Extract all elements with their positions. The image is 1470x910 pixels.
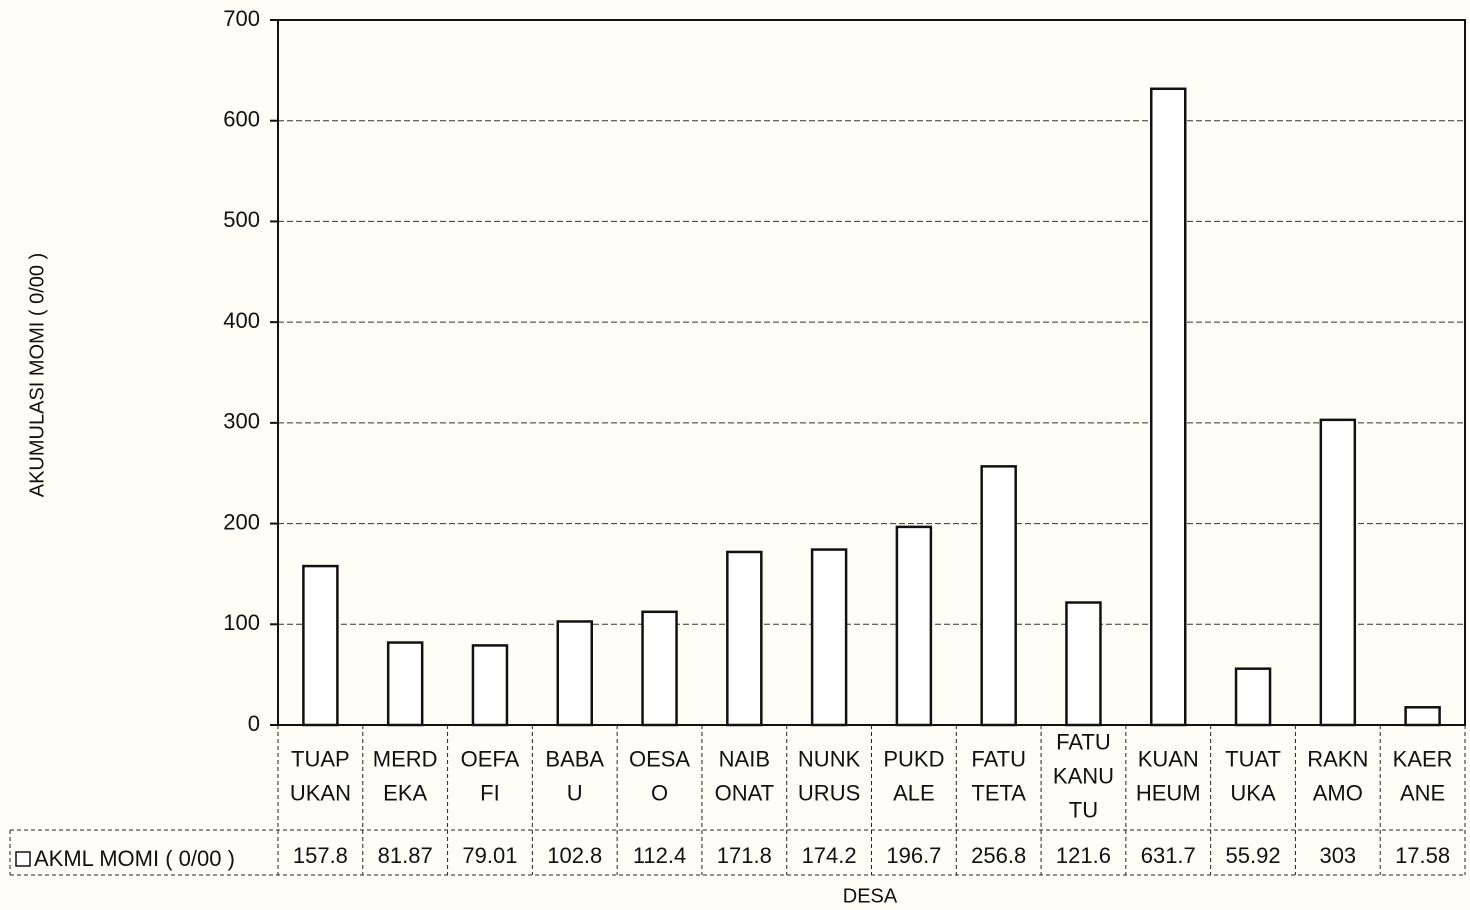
y-tick-label: 700 [223, 6, 260, 31]
legend-label: AKML MOMI ( 0/00 ) [34, 846, 235, 871]
x-tick-label: TUAP [291, 746, 350, 771]
x-tick-label: FATU [1056, 729, 1111, 754]
y-tick-label: 300 [223, 409, 260, 434]
x-tick-label: ANE [1400, 780, 1445, 805]
data-table-value: 17.58 [1395, 843, 1450, 868]
data-table-value: 55.92 [1226, 843, 1281, 868]
x-tick-label: RAKN [1307, 746, 1368, 771]
y-tick-label: 0 [248, 711, 260, 736]
x-tick-label: HEUM [1136, 780, 1201, 805]
x-tick-label: O [651, 780, 668, 805]
x-tick-label: U [567, 780, 583, 805]
x-tick-label: UKA [1230, 780, 1276, 805]
y-tick-label: 100 [223, 610, 260, 635]
data-table-value: 303 [1319, 843, 1356, 868]
bar [1321, 420, 1355, 725]
bar [1236, 669, 1270, 725]
chart: AKUMULASI MOMI ( 0/00 ) DESA 0 100 200 300 4… [0, 0, 1470, 910]
data-table-value: 196.7 [886, 843, 941, 868]
x-tick-label: KUAN [1138, 746, 1199, 771]
data-table-value: 121.6 [1056, 843, 1111, 868]
x-tick-label: URUS [798, 780, 860, 805]
y-tick-label: 600 [223, 107, 260, 132]
x-tick-label: OESA [629, 746, 690, 771]
data-table-value: 631.7 [1141, 843, 1196, 868]
bar [1406, 707, 1440, 725]
y-tick-label: 500 [223, 207, 260, 232]
bar [643, 612, 677, 725]
data-table-value: 174.2 [802, 843, 857, 868]
bar [303, 566, 337, 725]
x-tick-label: KAER [1393, 746, 1453, 771]
x-tick-label: KANU [1053, 763, 1114, 788]
x-tick-label: PUKD [883, 746, 944, 771]
legend-swatch [16, 852, 30, 866]
x-axis-label: DESA [843, 885, 898, 907]
bar [812, 550, 846, 725]
x-tick-label: MERD [373, 746, 438, 771]
bar [727, 552, 761, 725]
y-tick-label: 400 [223, 308, 260, 333]
x-tick-label: ALE [893, 780, 935, 805]
data-table-value: 102.8 [547, 843, 602, 868]
bar [1066, 603, 1100, 725]
x-tick-label: ONAT [715, 780, 774, 805]
data-table-value: 81.87 [378, 843, 433, 868]
bar [388, 643, 422, 725]
data-table-value: 171.8 [717, 843, 772, 868]
y-axis-label: AKUMULASI MOMI ( 0/00 ) [26, 253, 48, 498]
bar [982, 466, 1016, 725]
plot-frame [278, 20, 1465, 725]
x-tick-label: FI [480, 780, 500, 805]
x-tick-label: NUNK [798, 746, 861, 771]
x-tick-label: AMO [1313, 780, 1363, 805]
bar [473, 645, 507, 725]
x-tick-label: BABA [545, 746, 604, 771]
x-tick-label: TU [1069, 797, 1098, 822]
bar [897, 527, 931, 725]
x-tick-label: OEFA [461, 746, 520, 771]
x-tick-label: EKA [383, 780, 427, 805]
y-tick-label: 200 [223, 509, 260, 534]
data-table-value: 79.01 [462, 843, 517, 868]
x-tick-label: TETA [971, 780, 1026, 805]
bar [1151, 89, 1185, 725]
data-table-value: 256.8 [971, 843, 1026, 868]
bar [558, 621, 592, 725]
x-tick-label: TUAT [1225, 746, 1281, 771]
x-tick-label: NAIB [719, 746, 770, 771]
x-tick-label: FATU [971, 746, 1026, 771]
data-table-value: 157.8 [293, 843, 348, 868]
x-tick-label: UKAN [290, 780, 351, 805]
data-table-value: 112.4 [633, 843, 686, 868]
